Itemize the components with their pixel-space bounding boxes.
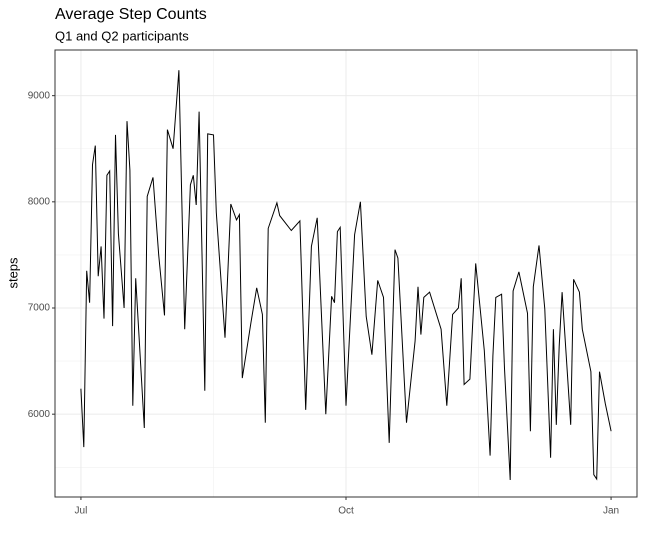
y-axis-label: steps [5, 257, 20, 289]
x-tick-label: Jul [75, 506, 88, 517]
line-series [80, 70, 612, 481]
y-tick-label: 7000 [28, 303, 51, 314]
chart-subtitle: Q1 and Q2 participants [55, 28, 189, 43]
x-tick-label: Jan [603, 506, 619, 517]
y-tick-label: 9000 [28, 90, 51, 101]
y-tick-label: 6000 [28, 409, 51, 420]
plot-border [54, 49, 638, 498]
chart-title: Average Step Counts [55, 6, 207, 23]
y-tick-label: 8000 [28, 196, 51, 207]
x-tick-label: Oct [338, 506, 354, 517]
